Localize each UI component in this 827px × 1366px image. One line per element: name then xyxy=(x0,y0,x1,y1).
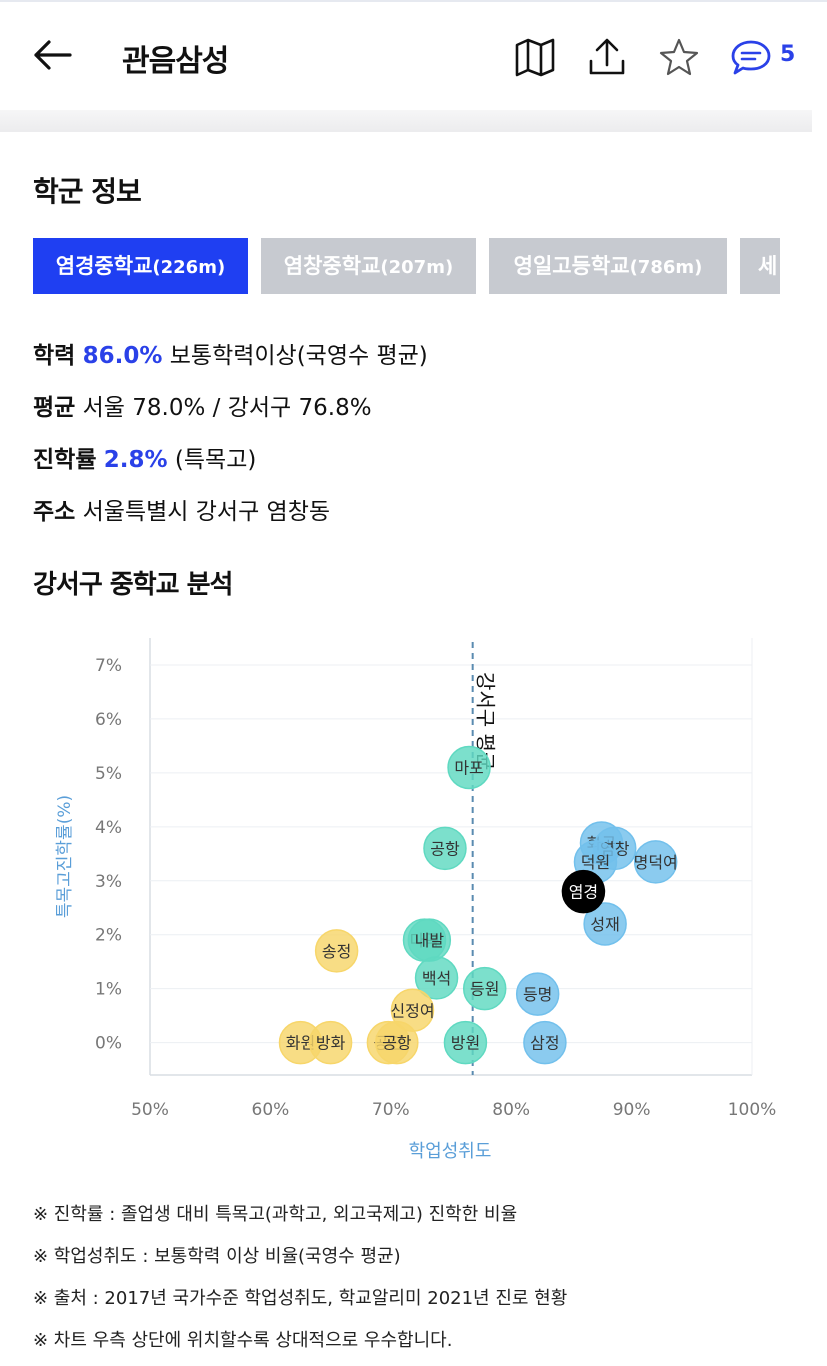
data-point-label: 화원 xyxy=(286,1034,315,1053)
average-row: 평균 서울 78.0% / 강서구 76.8% xyxy=(33,388,372,422)
tab-school-2-dist: (207m) xyxy=(380,257,454,278)
data-point xyxy=(414,956,459,1000)
note-4: ※ 차트 우측 상단에 위치할수록 상대적으로 우수합니다. xyxy=(33,1330,453,1351)
comment-icon[interactable] xyxy=(728,34,774,80)
data-point xyxy=(314,929,359,973)
data-point xyxy=(375,1020,419,1065)
data-point-label: 공항 xyxy=(382,1034,412,1053)
comment-count: 5 xyxy=(780,42,796,67)
address-label: 주소 xyxy=(33,499,76,525)
y-tick-label: 0% xyxy=(95,1034,122,1054)
data-point xyxy=(423,826,467,871)
page-title: 관음삼성 xyxy=(122,44,229,79)
y-tick-label: 6% xyxy=(95,710,122,730)
share-icon[interactable] xyxy=(584,34,630,80)
data-point-label: 등원 xyxy=(470,980,499,999)
y-tick-label: 5% xyxy=(95,764,122,784)
data-point-label: 신정여 xyxy=(390,1001,434,1020)
school-section-title: 학군 정보 xyxy=(33,175,142,208)
star-icon[interactable] xyxy=(656,34,702,80)
y-tick-label: 1% xyxy=(95,980,122,1000)
chart-section-title: 강서구 중학교 분석 xyxy=(33,570,233,600)
x-tick-label: 60% xyxy=(252,1100,290,1120)
scatter-chart: 0% 1% 2% 3% 4% 5% 6% 7% 50% 60% 70% 80% 90% 100% 학업성취도… xyxy=(55,638,777,1162)
note-3: ※ 출처 : 2017년 국가수준 학업성취도, 학교알리미 2021년 진로 … xyxy=(33,1288,568,1309)
y-tick-label: 2% xyxy=(95,926,122,946)
data-point-label: 명덕여 xyxy=(634,853,678,872)
academic-desc: 보통학력이상(국영수 평균) xyxy=(169,343,428,369)
note-1: ※ 진학률 : 졸업생 대비 특목고(과학고, 외고국제고) 진학한 비율 xyxy=(33,1204,518,1225)
data-point-label: 내발 xyxy=(415,931,445,950)
back-arrow-icon[interactable] xyxy=(30,34,76,76)
data-point xyxy=(561,869,606,914)
data-point-label: 공항 xyxy=(430,839,460,858)
y-tick-label: 7% xyxy=(95,656,122,676)
x-tick-label: 50% xyxy=(131,1100,169,1120)
x-tick-label: 100% xyxy=(728,1100,777,1120)
data-point xyxy=(583,902,627,946)
data-point-label: 방화 xyxy=(316,1034,346,1053)
average-label: 평균 xyxy=(33,395,76,421)
data-point-label: 마포 xyxy=(454,758,483,777)
tab-school-4[interactable]: 세 xyxy=(740,238,780,294)
data-point xyxy=(523,1020,567,1065)
academic-value: 86.0% xyxy=(82,343,163,369)
data-point-label: 송정 xyxy=(322,942,351,961)
tab-school-1-dist: (226m) xyxy=(152,257,226,278)
section-separator xyxy=(0,110,812,132)
tab-school-1-name: 염경중학교 xyxy=(55,254,153,278)
academic-row: 학력 86.0% 보통학력이상(국영수 평균) xyxy=(33,336,428,370)
tab-school-4-name: 세 xyxy=(758,254,778,278)
tab-school-2-name: 염창중학교 xyxy=(283,254,381,278)
tab-school-3[interactable]: 영일고등학교(786m) xyxy=(489,238,727,294)
tab-school-3-name: 영일고등학교 xyxy=(513,254,630,278)
data-point xyxy=(443,1020,488,1065)
data-point-label: 삼정 xyxy=(530,1034,559,1053)
y-tick-label: 3% xyxy=(95,872,122,892)
x-tick-label: 90% xyxy=(613,1100,651,1120)
y-tick-label: 4% xyxy=(95,818,122,838)
data-point-label: 방원 xyxy=(451,1034,480,1053)
app-header: 관음삼성 5 xyxy=(0,2,827,108)
data-point-label: 등명 xyxy=(523,985,552,1004)
data-point xyxy=(515,972,560,1016)
x-tick-label: 80% xyxy=(492,1100,530,1120)
rate-row: 진학률 2.8% (특목고) xyxy=(33,440,256,474)
data-point-label: 백석 xyxy=(422,969,451,988)
tab-school-1[interactable]: 염경중학교(226m) xyxy=(33,238,248,294)
top-divider xyxy=(0,0,827,2)
data-point xyxy=(633,840,678,884)
y-axis-label: 특목고진학률(%) xyxy=(55,795,75,918)
tab-school-2[interactable]: 염창중학교(207m) xyxy=(261,238,476,294)
average-value: 서울 78.0% / 강서구 76.8% xyxy=(82,395,372,421)
x-tick-label: 70% xyxy=(372,1100,410,1120)
tab-school-3-dist: (786m) xyxy=(629,257,703,278)
rate-desc: (특목고) xyxy=(174,447,257,473)
map-icon[interactable] xyxy=(512,34,558,80)
data-point-label: 덕원 xyxy=(581,853,610,872)
address-value: 서울특별시 강서구 염창동 xyxy=(82,499,331,525)
rate-value: 2.8% xyxy=(103,447,168,473)
x-axis-label: 학업성취도 xyxy=(409,1141,492,1162)
academic-label: 학력 xyxy=(33,343,76,369)
address-row: 주소 서울특별시 강서구 염창동 xyxy=(33,492,330,526)
data-point xyxy=(462,966,507,1011)
data-point-label: 염경 xyxy=(569,883,598,902)
data-point xyxy=(447,745,491,790)
data-point xyxy=(308,1020,353,1065)
note-2: ※ 학업성취도 : 보통학력 이상 비율(국영수 평균) xyxy=(33,1246,401,1267)
data-point-label: 성재 xyxy=(590,915,619,934)
rate-label: 진학률 xyxy=(33,447,97,473)
